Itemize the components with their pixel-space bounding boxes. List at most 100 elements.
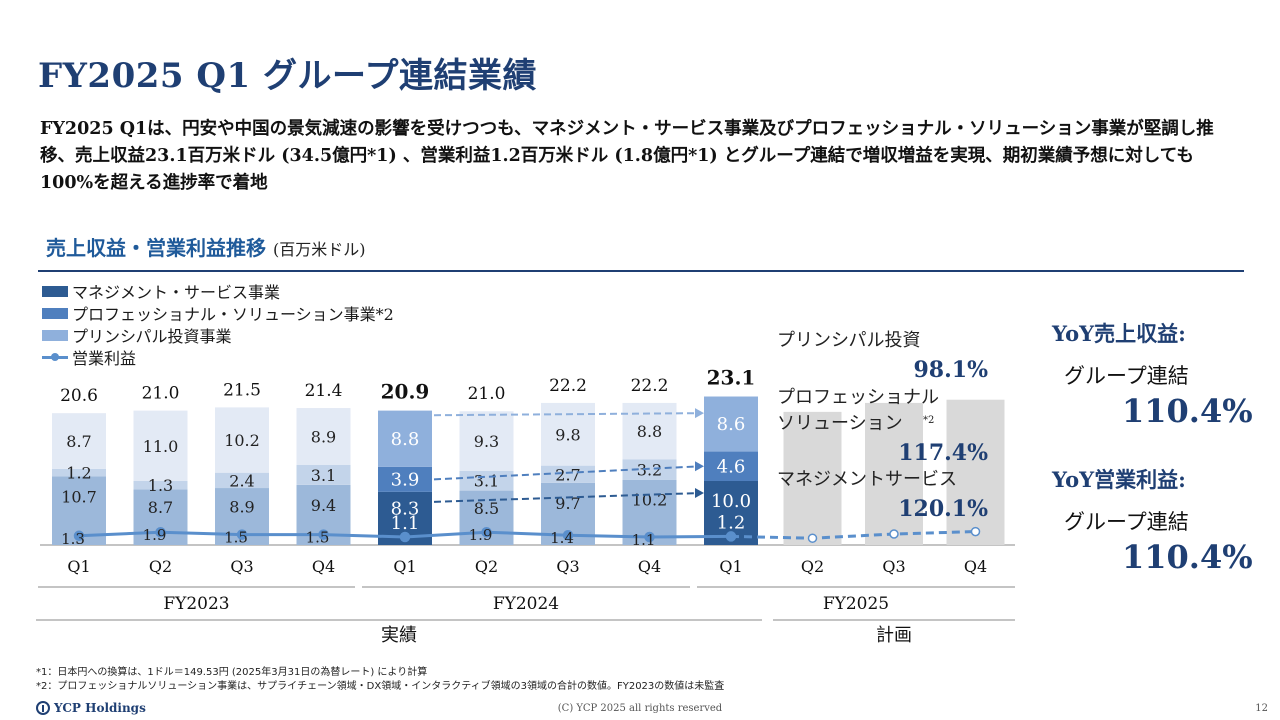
data-label-principal: 8.8 — [391, 429, 420, 450]
yoy-op-label: YoY営業利益: — [1052, 467, 1186, 492]
arrow-professional — [433, 465, 701, 481]
section-unit: (百万米ドル) — [272, 240, 366, 259]
year-label: FY2024 — [493, 594, 559, 614]
data-label-principal: 11.0 — [143, 437, 179, 456]
series-line-op-profit-plan — [730, 530, 976, 540]
data-label-op-profit: 1.9 — [143, 526, 167, 544]
op-profit-point — [889, 529, 899, 539]
data-label-professional: 2.7 — [555, 465, 580, 484]
footnote-1: *1：日本円への換算は、1ドル＝149.53円 (2025年3月31日の為替レー… — [36, 667, 428, 678]
bar-segment-professional — [296, 465, 351, 485]
arrow-professional-head — [695, 461, 704, 472]
data-label-op-profit: 1.1 — [391, 513, 420, 534]
legend-swatch-management — [42, 285, 68, 297]
summary-text: FY2025 Q1は、円安や中国の景気減速の影響を受けつつも、マネジメント・サー… — [40, 119, 1214, 193]
data-label-management: 10.2 — [632, 491, 668, 510]
x-tick-label: Q3 — [882, 557, 905, 576]
year-label: FY2025 — [823, 594, 889, 614]
yoy-op-value: 110.4% — [1122, 538, 1253, 576]
x-tick-label: Q2 — [149, 557, 172, 576]
x-tick-label: Q1 — [393, 557, 416, 576]
op-profit-point — [644, 531, 655, 543]
data-label-management: 9.7 — [555, 494, 580, 513]
legend-label-management: マネジメント・サービス事業 — [72, 283, 281, 302]
data-label-op-profit: 1.5 — [306, 529, 330, 547]
data-label-management: 8.3 — [391, 498, 420, 519]
op-profit-point — [725, 531, 737, 542]
op-profit-point — [807, 533, 818, 543]
data-label-total: 22.2 — [549, 376, 587, 396]
data-label-total: 20.6 — [60, 386, 98, 406]
bar-segment-principal — [296, 408, 351, 465]
data-label-principal: 8.9 — [311, 428, 336, 447]
bar-segment-professional — [704, 451, 758, 481]
arrow-management-head — [695, 488, 704, 498]
data-label-op-profit: 1.9 — [469, 526, 493, 544]
data-label-op-profit: 1.3 — [61, 530, 85, 548]
data-label-total: 21.4 — [305, 381, 343, 401]
yoy-management-label: マネジメントサービス — [777, 469, 957, 490]
page-title: FY2025 Q1 グループ連結業績 — [38, 56, 537, 96]
data-label-professional: 2.4 — [229, 471, 254, 490]
data-label-professional: 1.2 — [66, 464, 91, 483]
x-tick-label: Q4 — [312, 557, 335, 576]
op-profit-point — [73, 530, 85, 542]
company-logo: YCP Holdings — [36, 701, 146, 715]
op-profit-point — [562, 529, 574, 541]
bar-segment-professional — [133, 481, 188, 490]
op-profit-point — [236, 529, 248, 540]
bar-plan — [946, 399, 1005, 545]
data-label-total: 21.5 — [223, 380, 261, 400]
data-label-principal: 10.2 — [224, 431, 260, 450]
year-label: FY2023 — [163, 594, 229, 614]
chart-legend: マネジメント・サービス事業 プロフェッショナル・ソリューション事業*2 プリンシ… — [42, 280, 394, 368]
bar-segment-professional — [378, 466, 432, 492]
x-tick-label: Q2 — [801, 557, 824, 576]
bar-segment-professional — [215, 472, 269, 489]
x-tick-label: Q3 — [230, 557, 253, 576]
data-label-management: 9.4 — [311, 496, 336, 515]
legend-label-principal: プリンシパル投資事業 — [72, 327, 232, 346]
x-tick-label: Q3 — [556, 557, 579, 576]
legend-swatch-professional — [42, 307, 68, 319]
bar-segment-principal — [459, 411, 514, 471]
page-number: 12 — [1255, 703, 1268, 714]
legend-label-professional: プロフェッショナル・ソリューション事業*2 — [72, 305, 394, 324]
op-profit-point — [399, 531, 411, 543]
yoy-professional-label-2: ソリューション — [777, 413, 903, 434]
op-profit-point — [318, 529, 329, 540]
data-label-professional: 3.1 — [474, 472, 499, 491]
bar-segment-principal — [215, 407, 269, 473]
section-title: 売上収益・営業利益推移 (百万米ドル) — [46, 232, 365, 261]
group-label-plan: 計画 — [876, 625, 912, 646]
data-label-professional: 3.1 — [311, 466, 336, 485]
data-label-principal: 9.8 — [555, 425, 580, 444]
footnote-2: *2：プロフェッショナルソリューション事業は、サプライチェーン領域・DX領域・イ… — [36, 681, 725, 692]
legend-item-professional: プロフェッショナル・ソリューション事業*2 — [42, 302, 394, 324]
arrow-management — [433, 492, 701, 503]
bar-segment-principal — [622, 402, 677, 460]
yoy-principal-value: 98.1% — [914, 357, 989, 383]
arrow-principal-head — [695, 408, 704, 419]
bar-plan — [865, 402, 923, 545]
op-profit-point — [155, 526, 166, 538]
yoy-professional-value: 117.4% — [898, 440, 988, 466]
data-label-op-profit: 1.2 — [717, 512, 746, 533]
data-label-management: 8.7 — [148, 498, 173, 517]
data-label-principal: 9.3 — [474, 432, 499, 451]
data-label-total: 20.9 — [381, 380, 430, 404]
legend-item-management: マネジメント・サービス事業 — [42, 280, 394, 302]
data-label-professional: 4.6 — [717, 456, 746, 477]
yoy-sales-value: 110.4% — [1122, 392, 1253, 430]
bar-segment-principal — [52, 413, 106, 469]
data-label-management: 10.7 — [61, 488, 97, 507]
yoy-sales-sub: グループ連結 — [1064, 364, 1189, 388]
legend-swatch-principal — [42, 329, 68, 341]
legend-label-op-profit: 営業利益 — [72, 349, 137, 368]
x-tick-label: Q4 — [964, 557, 987, 576]
arrow-principal — [433, 412, 701, 417]
yoy-management-value: 120.1% — [898, 496, 988, 522]
yoy-professional-label-1: プロフェッショナル — [777, 387, 939, 408]
data-label-op-profit: 1.4 — [550, 529, 574, 547]
